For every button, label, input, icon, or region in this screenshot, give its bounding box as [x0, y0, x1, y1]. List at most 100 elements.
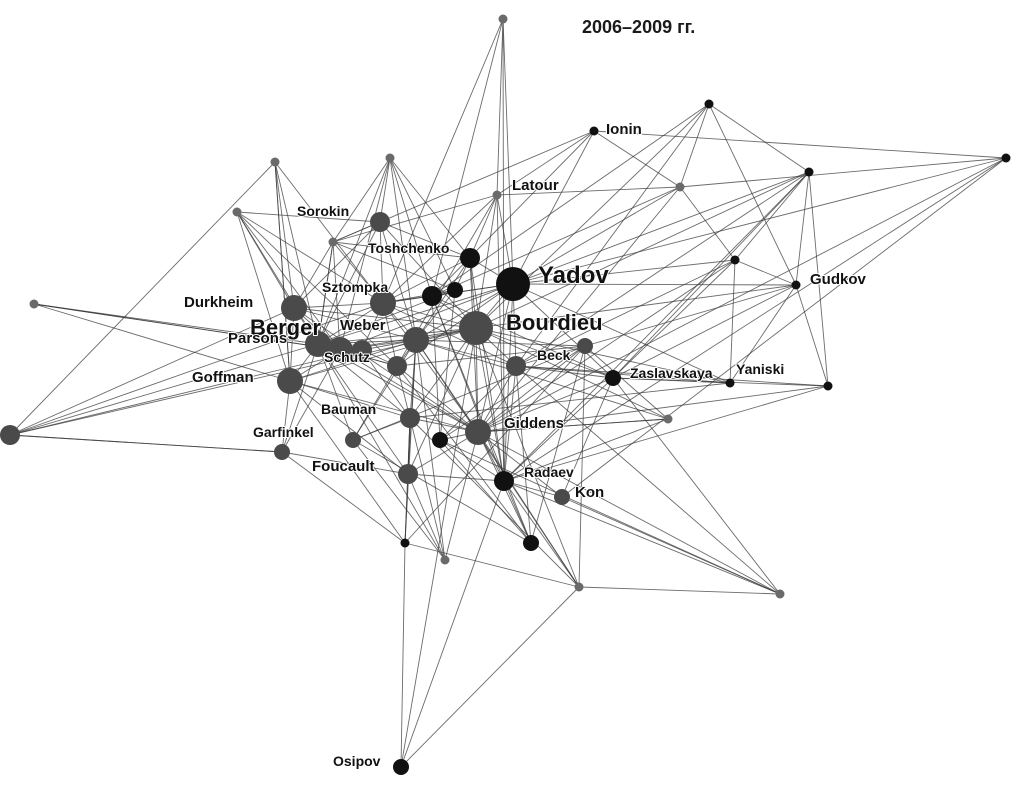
edge: [281, 451, 406, 544]
node-zaslavskaya: [605, 370, 621, 386]
edge: [415, 339, 446, 561]
node-beck: [506, 356, 526, 376]
edge: [475, 327, 479, 433]
edge: [382, 18, 504, 304]
node-label-toshchenko: Toshchenko: [368, 240, 449, 256]
edge: [274, 161, 291, 382]
edge: [317, 343, 409, 475]
edge: [9, 302, 384, 436]
edge: [236, 211, 295, 309]
nodes-layer: [0, 14, 1011, 775]
edge: [439, 439, 532, 544]
edge: [332, 241, 341, 351]
node-label-osipov: Osipov: [333, 753, 381, 769]
edge: [409, 327, 477, 419]
edge: [332, 241, 471, 259]
edge: [708, 103, 810, 173]
edge: [593, 130, 681, 188]
edge: [512, 283, 614, 379]
node-label-sorokin: Sorokin: [297, 203, 349, 219]
node-goffman: [277, 368, 303, 394]
node: [328, 237, 338, 247]
edge: [512, 283, 731, 384]
edge: [236, 211, 398, 367]
node-label-berger: Berger: [250, 315, 321, 340]
edge: [477, 259, 736, 433]
edge: [9, 161, 276, 436]
edge: [496, 194, 505, 482]
node-label-kon: Kon: [575, 484, 604, 501]
node: [775, 589, 785, 599]
edge: [515, 365, 614, 379]
edge: [289, 380, 409, 475]
edge: [33, 303, 319, 345]
edge: [317, 157, 391, 345]
edge: [404, 339, 417, 544]
node: [432, 432, 448, 448]
node-radaev: [494, 471, 514, 491]
edge: [439, 345, 586, 441]
edge: [729, 284, 797, 384]
node-sorokin: [370, 212, 390, 232]
edge: [512, 157, 1007, 285]
edge: [33, 303, 341, 351]
edge: [339, 349, 479, 433]
edge: [477, 377, 614, 433]
node: [675, 182, 685, 192]
node-label-goffman: Goffman: [192, 369, 254, 386]
edge: [379, 221, 477, 329]
edge: [734, 171, 810, 261]
node-label-schutz: Schutz: [324, 349, 370, 365]
edge: [289, 327, 477, 382]
edge: [795, 284, 829, 387]
edge: [396, 345, 586, 367]
node-label-parsons: Parsons: [228, 330, 287, 347]
node-giddens: [465, 419, 491, 445]
node-schutz: [387, 356, 407, 376]
edge: [281, 349, 341, 453]
node: [447, 282, 463, 298]
edge: [503, 480, 563, 498]
edge: [584, 345, 669, 420]
edge: [409, 417, 446, 561]
edge: [503, 377, 614, 482]
edge: [400, 542, 406, 768]
edge: [404, 345, 586, 544]
edge: [352, 439, 532, 544]
edge: [415, 283, 514, 341]
edge: [612, 377, 829, 387]
edge: [339, 157, 391, 351]
node-label-latour: Latour: [512, 177, 559, 194]
node: [345, 432, 361, 448]
node-label-foucault: Foucault: [312, 458, 375, 475]
edge: [389, 157, 456, 291]
edge: [274, 161, 319, 345]
edge: [400, 586, 580, 768]
edge: [293, 307, 417, 341]
node: [232, 207, 242, 217]
edge: [289, 380, 479, 433]
edge: [503, 283, 514, 482]
edge: [477, 431, 781, 595]
edge: [404, 542, 580, 588]
edge: [431, 103, 710, 297]
node-latour: [492, 190, 502, 200]
node-label-durkheim: Durkheim: [184, 294, 253, 311]
labels-layer: Yadov Bourdieu Berger Durkheim Parsons Goffma…: [183, 120, 867, 770]
edge: [469, 257, 479, 433]
node: [400, 538, 410, 548]
node: [704, 99, 714, 109]
edge: [469, 194, 498, 259]
node-label-radaev: Radaev: [524, 464, 574, 480]
edge: [496, 186, 681, 196]
edge: [236, 211, 384, 304]
edge: [503, 365, 517, 482]
edge: [317, 343, 446, 561]
node: [422, 286, 442, 306]
edge: [379, 221, 384, 304]
node: [352, 340, 372, 360]
edge: [415, 339, 669, 420]
edge: [431, 130, 595, 297]
edge: [512, 259, 736, 285]
edge: [400, 480, 505, 768]
